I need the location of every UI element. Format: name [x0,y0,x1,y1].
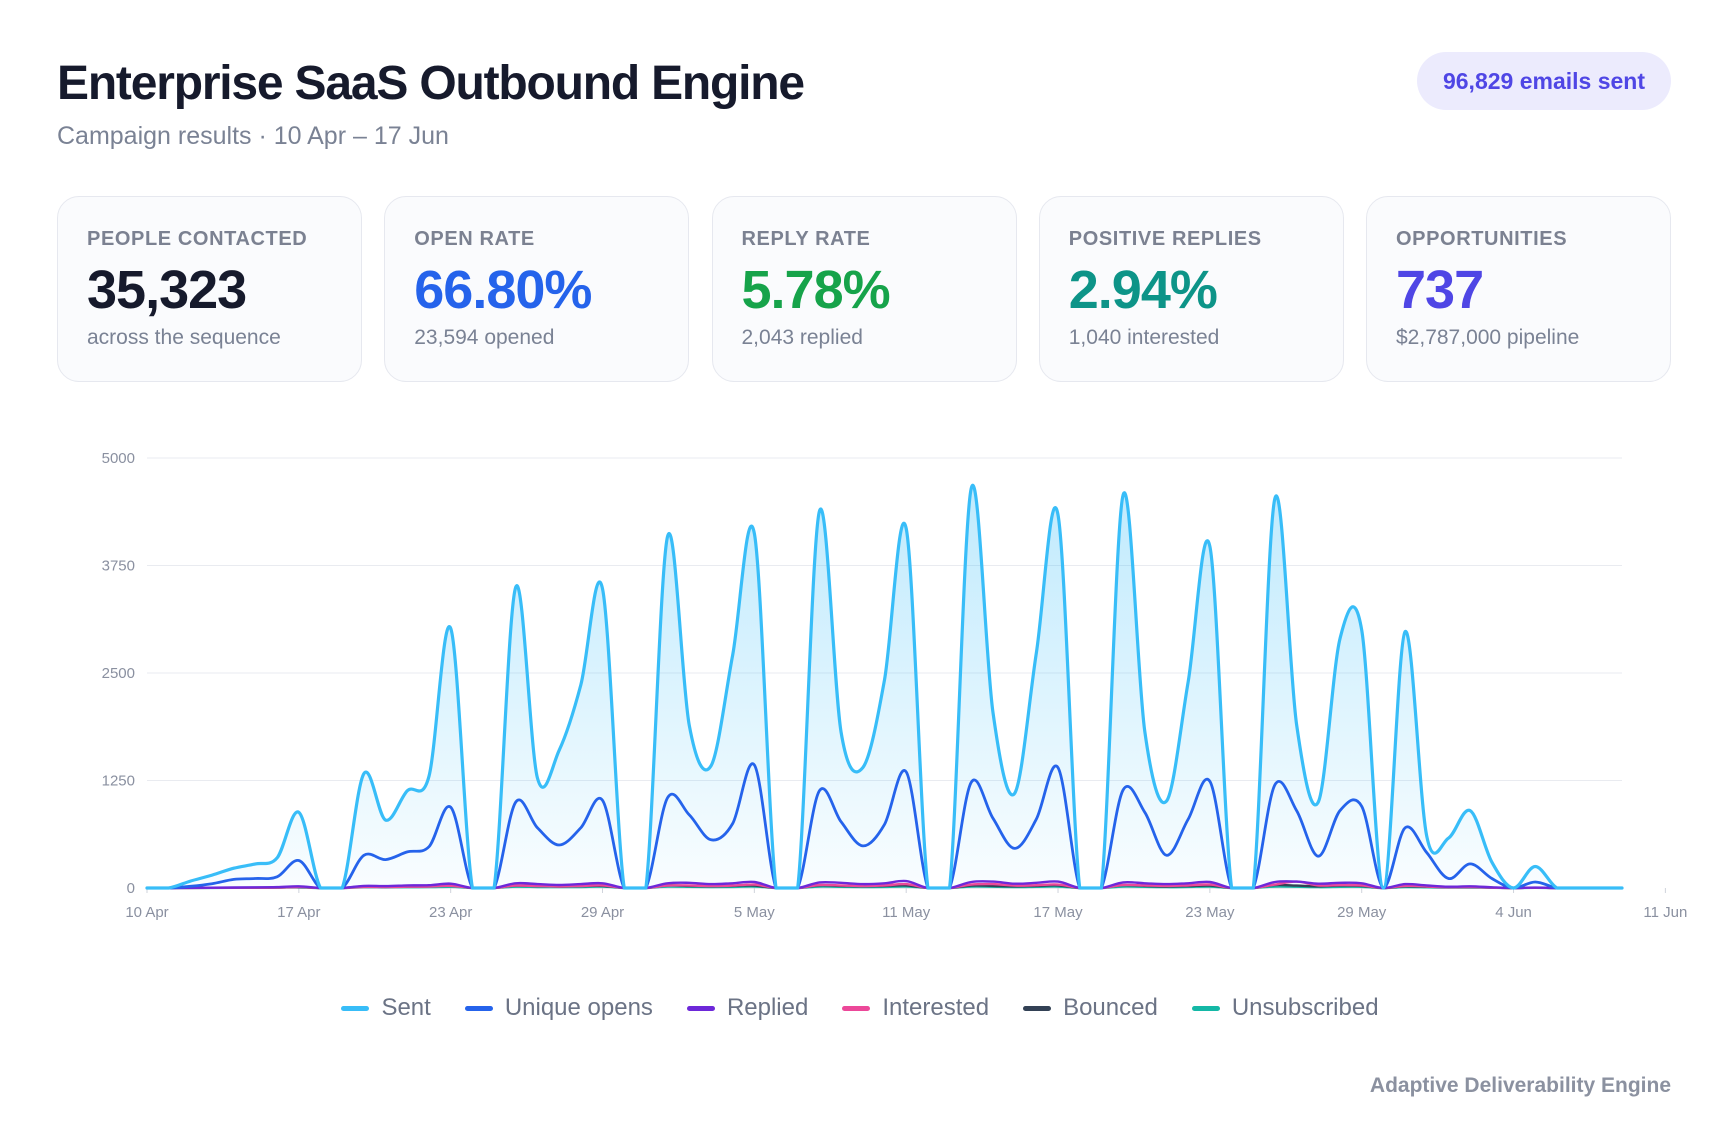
legend-label: Interested [882,994,990,1021]
y-tick-label: 1250 [102,773,135,790]
kpi-value: 737 [1396,260,1484,320]
emails-sent-badge: 96,829 emails sent [1416,52,1671,110]
legend-swatch [686,1005,715,1011]
legend-item-bounced: Bounced [1023,990,1158,1026]
legend-label: Unique opens [504,994,653,1021]
kpi-card-open-rate: OPEN RATE 66.80% 23,594 opened [384,196,690,382]
kpi-value: 35,323 [87,260,247,320]
legend-swatch [1191,1005,1220,1011]
kpi-subtext: across the sequence [87,326,281,349]
kpi-cards: PEOPLE CONTACTED 35,323 across the seque… [57,196,1671,382]
legend-swatch [341,1005,370,1011]
kpi-card-positive-replies: POSITIVE REPLIES 2.94% 1,040 interested [1038,196,1344,382]
y-tick-label: 0 [127,880,135,897]
page-title: Enterprise SaaS Outbound Engine [57,57,805,110]
x-tick-label: 23 May [1185,904,1235,921]
page-subtitle: Campaign results · 10 Apr – 17 Jun [57,122,449,150]
series-line-replied [145,879,1624,890]
kpi-subtext: 1,040 interested [1068,326,1220,349]
legend-label: Unsubscribed [1231,994,1379,1021]
campaign-chart: 0 1250 2500 3750 5000 10 Apr 17 Apr 23 Apr 29 Ap… [0,420,1720,940]
kpi-card-reply-rate: REPLY RATE 5.78% 2,043 replied [711,196,1017,382]
legend-item-replied: Replied [686,990,809,1026]
kpi-value: 2.94% [1068,260,1218,320]
y-tick-label: 5000 [102,450,135,467]
kpi-label: OPPORTUNITIES [1396,228,1568,250]
y-tick-label: 2500 [102,665,135,682]
x-tick-label: 29 Apr [581,904,624,921]
kpi-card-people-contacted: PEOPLE CONTACTED 35,323 across the seque… [57,196,362,382]
x-tick-label: 17 Apr [277,904,320,921]
legend-swatch [1023,1005,1052,1011]
legend-swatch [464,1005,493,1011]
legend-item-unique-opens: Unique opens [464,990,653,1026]
legend-label: Sent [381,994,431,1021]
y-tick-label: 3750 [102,558,135,575]
kpi-subtext: 2,043 replied [741,326,863,349]
legend-item-unsubscribed: Unsubscribed [1191,990,1379,1026]
kpi-label: PEOPLE CONTACTED [87,228,308,250]
legend-item-interested: Interested [842,990,989,1026]
chart-svg: 0 1250 2500 3750 5000 10 Apr 17 Apr 23 Apr 29 Ap… [102,450,1688,921]
x-tick-label: 10 Apr [125,904,168,921]
legend-label: Bounced [1063,994,1158,1021]
kpi-subtext: $2,787,000 pipeline [1396,326,1580,349]
kpi-label: OPEN RATE [414,228,535,250]
x-tick-label: 4 Jun [1495,904,1532,921]
x-tick-label: 29 May [1337,904,1387,921]
kpi-value: 66.80% [414,260,592,320]
kpi-value: 5.78% [741,260,891,320]
kpi-card-opportunities: OPPORTUNITIES 737 $2,787,000 pipeline [1366,196,1671,382]
series-line-unique-opens [145,762,1624,890]
footer-brand: Adaptive Deliverability Engine [1369,1074,1671,1097]
legend-swatch [842,1005,871,1011]
x-tick-label: 23 Apr [429,904,472,921]
legend-item-sent: Sent [341,990,431,1026]
kpi-subtext: 23,594 opened [414,326,555,349]
header: Enterprise SaaS Outbound Engine Campaign… [57,52,1671,162]
x-tick-label: 11 May [882,904,931,921]
x-tick-label: 11 Jun [1643,904,1687,921]
chart-legend: Sent Unique opens Replied Interested Bounced… [0,990,1720,1026]
series-line-sent [145,483,1624,890]
kpi-label: POSITIVE REPLIES [1068,228,1262,250]
kpi-label: REPLY RATE [741,228,871,250]
legend-label: Replied [726,994,809,1021]
x-tick-label: 5 May [734,904,775,921]
x-tick-label: 17 May [1033,904,1083,921]
